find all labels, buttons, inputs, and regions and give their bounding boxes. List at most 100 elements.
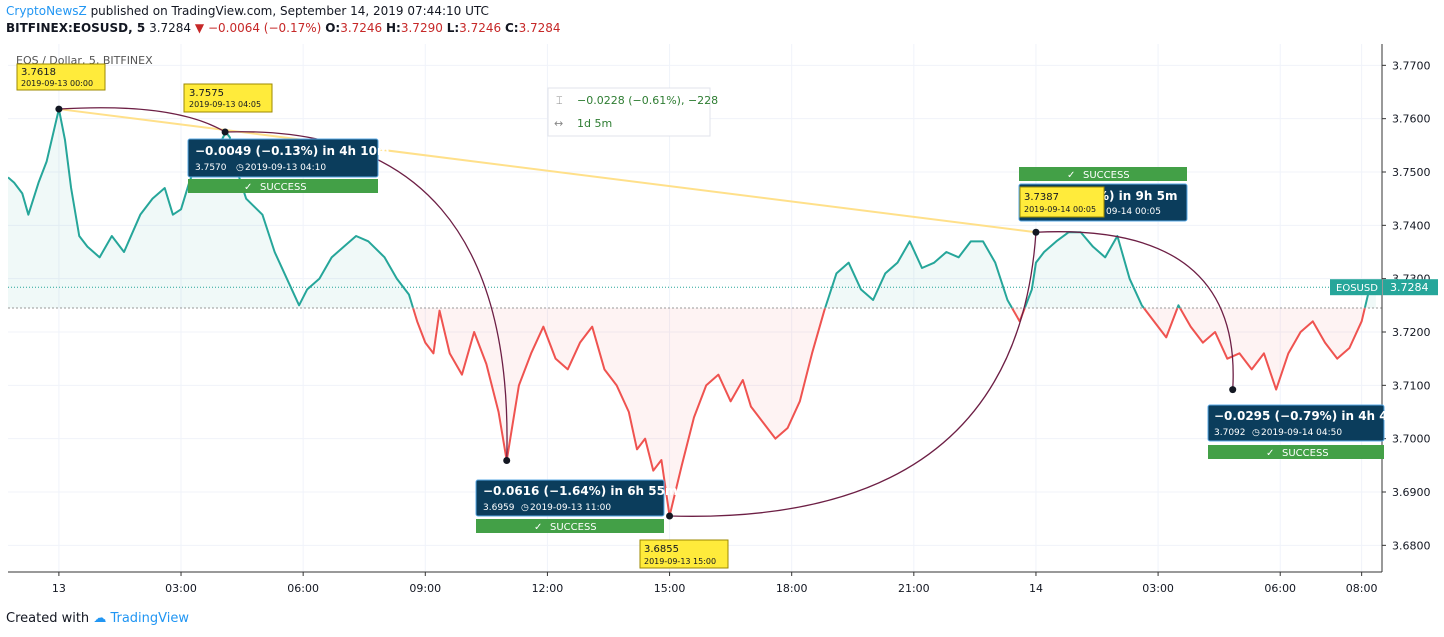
close-label: C: <box>504 21 519 35</box>
measure-2-status: SUCCESS <box>550 522 597 533</box>
x-tick-label: 15:00 <box>654 582 686 595</box>
measure-1-price: 3.7570 <box>195 163 227 173</box>
price-line-down <box>1143 307 1179 339</box>
price-chart[interactable]: 3.68003.69003.70003.71003.72003.73003.74… <box>0 0 1444 605</box>
published-text: published on TradingView.com, September … <box>90 4 489 18</box>
clock-icon: ◷ <box>521 503 529 513</box>
measure-1-time: 2019-09-13 04:10 <box>245 163 326 173</box>
area-fill-below <box>1179 308 1365 390</box>
x-tick-label: 06:00 <box>1264 582 1296 595</box>
x-tick-label: 18:00 <box>776 582 808 595</box>
x-tick-label: 03:00 <box>1142 582 1174 595</box>
note-4-price: 3.6855 <box>644 544 679 555</box>
last-price-tag: EOSUSD 3.7284 <box>1330 279 1438 296</box>
clock-icon: ◷ <box>1252 428 1260 438</box>
low-value: 3.7246 <box>459 21 502 35</box>
price-line-up <box>824 240 1013 309</box>
range-duration: 1d 5m <box>577 117 612 130</box>
y-tick-label: 3.6900 <box>1392 486 1431 499</box>
measure-4-status: SUCCESS <box>1282 448 1329 459</box>
price-change: −0.0064 (−0.17%) <box>207 21 322 35</box>
note-5-time: 2019-09-14 00:05 <box>1024 205 1096 214</box>
note-2-time: 2019-09-13 04:05 <box>189 100 261 109</box>
price-note-5[interactable]: 3.7387 2019-09-14 00:05 <box>1019 186 1105 218</box>
check-icon: ✓ <box>1067 170 1075 181</box>
anchor-point <box>221 128 229 136</box>
y-tick-label: 3.7500 <box>1392 166 1431 179</box>
measure-4-time: 2019-09-14 04:50 <box>1261 428 1342 438</box>
ohlc-line: BITFINEX:EOSUSD, 5 3.7284 ▼ −0.0064 (−0.… <box>6 21 561 35</box>
height-icon: ⌶ <box>556 94 563 107</box>
note-5-price: 3.7387 <box>1024 192 1059 203</box>
anchor-point <box>666 512 674 520</box>
down-arrow-icon: ▼ <box>194 21 205 35</box>
x-tick-label: 09:00 <box>409 582 441 595</box>
price-note-4[interactable]: 3.6855 2019-09-13 15:00 <box>639 539 729 569</box>
last-price: 3.7284 <box>149 21 192 35</box>
anchor-point <box>1229 386 1237 394</box>
anchor-point <box>55 105 63 113</box>
area-fill-below <box>1012 308 1025 322</box>
check-icon: ✓ <box>1266 448 1274 459</box>
y-tick-label: 3.7000 <box>1392 433 1431 446</box>
anchor-point <box>503 457 511 465</box>
price-note-2[interactable]: 3.7575 2019-09-13 04:05 <box>183 83 273 113</box>
high-value: 3.7290 <box>400 21 443 35</box>
y-tick-label: 3.7100 <box>1392 379 1431 392</box>
x-tick-label: 08:00 <box>1346 582 1378 595</box>
measure-3-status: SUCCESS <box>1083 170 1130 181</box>
note-1-time: 2019-09-13 00:00 <box>21 79 93 88</box>
area-fill-below <box>1143 308 1178 338</box>
created-with-text: Created with <box>6 611 90 626</box>
clock-icon: ◷ <box>236 163 244 173</box>
area-fills <box>8 109 1376 516</box>
grid <box>8 44 1382 572</box>
x-tick-label: 06:00 <box>287 582 319 595</box>
price-line-down <box>412 307 827 517</box>
measure-label-2[interactable]: −0.0616 (−1.64%) in 6h 55m 3.6959 ◷ 2019… <box>475 479 677 533</box>
publish-line: CryptoNewsZ published on TradingView.com… <box>6 4 489 18</box>
measure-4-change: −0.0295 (−0.79%) in 4h 45m <box>1214 409 1408 423</box>
anchor-point <box>1032 228 1040 236</box>
area-fill-above <box>1024 232 1144 308</box>
y-tick-label: 3.6800 <box>1392 539 1431 552</box>
y-axis[interactable]: 3.68003.69003.70003.71003.72003.73003.74… <box>1382 59 1431 552</box>
check-icon: ✓ <box>534 522 542 533</box>
y-tick-label: 3.7200 <box>1392 326 1431 339</box>
measure-4-price: 3.7092 <box>1214 428 1246 438</box>
check-icon: ✓ <box>244 182 252 193</box>
last-value: 3.7284 <box>1390 281 1429 294</box>
measure-1-status: SUCCESS <box>260 182 307 193</box>
measure-arcs <box>58 107 1234 517</box>
chart-header: CryptoNewsZ published on TradingView.com… <box>0 0 1444 40</box>
note-2-price: 3.7575 <box>189 88 224 99</box>
range-info-box: ⌶ −0.0228 (−0.61%), −228 ↔ 1d 5m <box>547 87 718 137</box>
x-tick-label: 14 <box>1029 582 1043 595</box>
last-symbol: EOSUSD <box>1336 283 1378 294</box>
measure-arc <box>1035 231 1234 390</box>
area-fill-below <box>413 308 826 516</box>
y-tick-label: 3.7700 <box>1392 59 1431 72</box>
high-label: H: <box>386 21 401 35</box>
x-axis[interactable]: 13 03:00 06:00 09:00 12:00 15:00 18:00 21:00 14 0… <box>52 572 1378 595</box>
x-tick-label: 13 <box>52 582 66 595</box>
area-fill-above <box>8 109 414 308</box>
tradingview-link[interactable]: TradingView <box>110 611 189 626</box>
range-price-change: −0.0228 (−0.61%), −228 <box>577 94 718 107</box>
publisher-link[interactable]: CryptoNewsZ <box>6 4 87 18</box>
y-tick-label: 3.7600 <box>1392 113 1431 126</box>
measure-label-4[interactable]: −0.0295 (−0.79%) in 4h 45m 3.7092 ◷ 2019… <box>1207 404 1408 459</box>
area-fill-above <box>825 241 1013 308</box>
measure-1-change: −0.0049 (−0.13%) in 4h 10m <box>195 144 389 158</box>
measure-arc <box>58 107 226 133</box>
note-4-time: 2019-09-13 15:00 <box>644 557 716 566</box>
price-line-up <box>1176 304 1181 309</box>
measure-3-change: %) in 9h 5m <box>1097 189 1177 203</box>
measure-label-1[interactable]: −0.0049 (−0.13%) in 4h 10m 3.7570 ◷ 2019… <box>187 138 389 193</box>
price-note-1[interactable]: 3.7618 2019-09-13 00:00 <box>16 63 106 91</box>
measure-3-time: 09-14 00:05 <box>1106 207 1161 217</box>
footer: Created with ☁ TradingView <box>6 611 189 626</box>
low-label: L: <box>446 21 460 35</box>
symbol-label: BITFINEX:EOSUSD, 5 <box>6 21 146 35</box>
measure-arc <box>225 131 508 461</box>
